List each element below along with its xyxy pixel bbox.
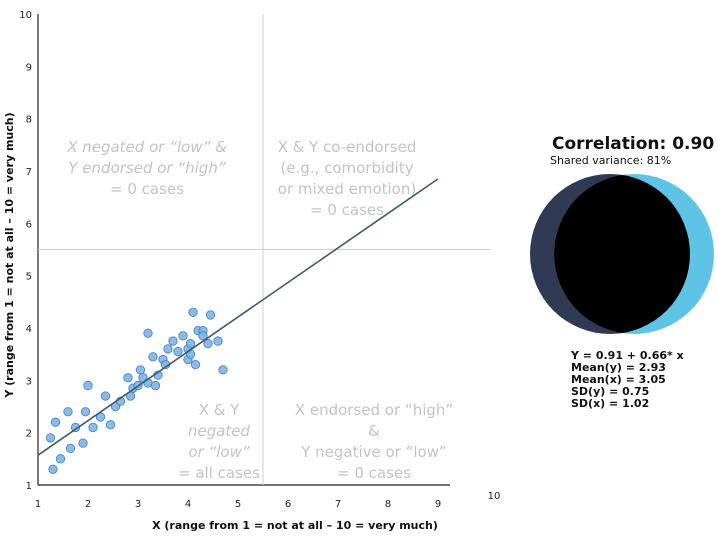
- quadrant-bottom-right-line: Y negative or “low”: [300, 443, 447, 461]
- data-point: [190, 359, 201, 370]
- y-tick-label: 7: [26, 167, 32, 178]
- data-point: [48, 464, 58, 474]
- x-tick-label: 9: [435, 499, 441, 510]
- quadrant-bottom-left-line: X & Y: [199, 401, 241, 419]
- y-tick-label: 2: [26, 429, 32, 440]
- quadrant-top-left: X negated or “low” & Y endorsed or “high”…: [66, 138, 227, 198]
- quadrant-labels: X negated or “low” & Y endorsed or “high”…: [66, 138, 453, 482]
- tick-labels: 1 2 3 4 5 6 7 8 9 10 1 2 3 4 5 6 7 8 9 10: [19, 10, 500, 510]
- data-point: [80, 407, 91, 417]
- quadrant-top-right-line: or mixed emotion): [278, 180, 416, 198]
- mean-y: Mean(y) = 2.93: [571, 361, 666, 374]
- data-point: [173, 346, 183, 357]
- y-axis-title: Y (range from 1 = not at all – 10 = very…: [3, 112, 16, 398]
- data-point: [178, 331, 188, 341]
- data-point: [168, 336, 178, 346]
- x-tick-label: 6: [285, 499, 291, 510]
- x-tick-label: 2: [85, 499, 91, 510]
- quadrant-top-right-line: X & Y co-endorsed: [278, 138, 417, 156]
- quadrant-top-right-line: (e.g., comorbidity: [280, 159, 413, 177]
- data-point: [148, 352, 158, 362]
- shared-variance-label: Shared variance: 81%: [550, 154, 672, 167]
- x-tick-label: 10: [488, 491, 501, 502]
- data-point: [45, 433, 56, 443]
- data-point: [163, 344, 173, 354]
- data-point: [135, 365, 146, 375]
- quadrant-top-left-line: Y endorsed or “high”: [68, 159, 225, 177]
- quadrant-bottom-left-line: = all cases: [178, 464, 260, 482]
- quadrant-top-left-line: X negated or “low” &: [66, 138, 227, 156]
- data-point: [100, 391, 111, 401]
- data-point: [70, 422, 81, 433]
- x-tick-label: 8: [385, 499, 391, 510]
- y-tick-label: 4: [26, 324, 32, 335]
- data-point: [203, 339, 213, 349]
- data-point: [218, 365, 228, 375]
- quadrant-top-right-line: = 0 cases: [310, 201, 384, 219]
- regression-line-group: [37, 178, 439, 456]
- data-point: [83, 380, 93, 391]
- quadrant-bottom-left-line: or “low”: [188, 443, 249, 461]
- y-tick-label: 6: [26, 219, 32, 230]
- quadrant-bottom-right-line: &: [368, 422, 380, 440]
- stats-list: Y = 0.91 + 0.66* x Mean(y) = 2.93 Mean(x…: [571, 350, 684, 410]
- y-tick-label: 10: [19, 10, 32, 21]
- data-point: [88, 422, 98, 433]
- x-axis-title: X (range from 1 = not at all – 10 = very…: [152, 519, 438, 532]
- regression-equation: Y = 0.91 + 0.66* x: [571, 349, 684, 362]
- data-point: [205, 310, 216, 320]
- y-tick-label: 3: [26, 376, 32, 387]
- data-point: [143, 328, 153, 338]
- reference-lines: [38, 14, 490, 485]
- sd-y: SD(y) = 0.75: [571, 385, 650, 398]
- x-tick-label: 1: [35, 499, 41, 510]
- quadrant-bottom-left: X & Y negated or “low” = all cases: [178, 401, 260, 482]
- data-point: [198, 331, 208, 341]
- data-point: [188, 307, 198, 317]
- y-tick-label: 5: [26, 272, 32, 283]
- regression-line: [37, 178, 439, 456]
- quadrant-top-left-line: = 0 cases: [110, 180, 184, 198]
- quadrant-top-right: X & Y co-endorsed (e.g., comorbidity or mi…: [278, 138, 417, 219]
- data-point: [185, 339, 196, 349]
- data-point: [55, 454, 66, 464]
- venn-overlap: [554, 174, 690, 334]
- data-point: [213, 336, 223, 346]
- y-tick-label: 9: [26, 62, 32, 73]
- y-tick-label: 8: [26, 115, 32, 126]
- data-point: [63, 407, 73, 417]
- quadrant-bottom-right-line: X endorsed or “high”: [295, 401, 453, 419]
- data-point: [50, 417, 61, 427]
- venn-diagram: [530, 174, 714, 334]
- sd-x: SD(x) = 1.02: [571, 397, 650, 410]
- quadrant-bottom-right-line: = 0 cases: [337, 464, 411, 482]
- data-point: [123, 373, 133, 383]
- x-tick-label: 3: [135, 499, 141, 510]
- quadrant-bottom-left-line: negated: [188, 422, 251, 440]
- x-tick-label: 7: [335, 499, 341, 510]
- data-point: [65, 443, 76, 454]
- data-point: [150, 380, 161, 391]
- data-point: [105, 420, 116, 430]
- correlation-title: Correlation: 0.90: [552, 134, 715, 154]
- x-tick-label: 4: [185, 499, 191, 510]
- data-point: [78, 438, 88, 448]
- quadrant-bottom-right: X endorsed or “high” & Y negative or “low”…: [295, 401, 453, 482]
- mean-x: Mean(x) = 3.05: [571, 373, 666, 386]
- y-tick-label: 1: [26, 481, 32, 492]
- x-tick-label: 5: [235, 499, 241, 510]
